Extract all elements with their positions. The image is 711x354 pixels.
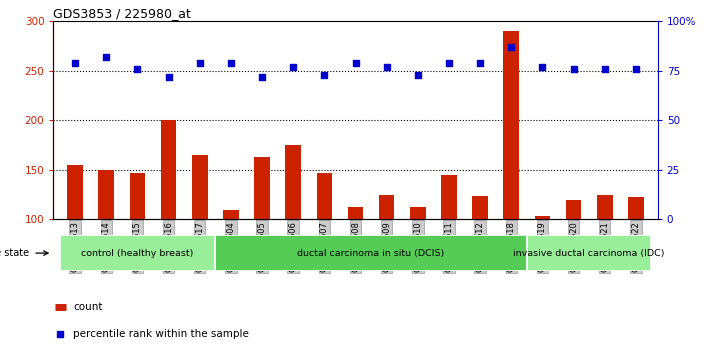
Bar bbox=[129, 173, 145, 219]
Text: invasive ductal carcinoma (IDC): invasive ductal carcinoma (IDC) bbox=[513, 249, 665, 258]
Point bbox=[194, 60, 205, 66]
Point bbox=[70, 60, 81, 66]
Point bbox=[630, 66, 641, 72]
Text: control (healthy breast): control (healthy breast) bbox=[81, 249, 193, 258]
Text: disease state: disease state bbox=[0, 248, 29, 258]
Point bbox=[163, 74, 174, 80]
Bar bbox=[441, 175, 456, 219]
Bar bbox=[535, 216, 550, 219]
Point bbox=[319, 72, 330, 78]
Point bbox=[290, 164, 301, 170]
Bar bbox=[285, 145, 301, 219]
Point bbox=[568, 66, 579, 72]
Point bbox=[100, 54, 112, 60]
Point bbox=[474, 60, 486, 66]
Bar bbox=[215, 235, 527, 271]
Text: count: count bbox=[73, 302, 102, 312]
Text: ductal carcinoma in situ (DCIS): ductal carcinoma in situ (DCIS) bbox=[297, 249, 444, 258]
Point bbox=[537, 64, 548, 70]
Bar bbox=[379, 195, 395, 219]
Point bbox=[257, 74, 268, 80]
Bar bbox=[348, 207, 363, 219]
Bar bbox=[99, 170, 114, 219]
Text: GDS3853 / 225980_at: GDS3853 / 225980_at bbox=[53, 7, 191, 20]
Bar bbox=[316, 173, 332, 219]
Bar bbox=[68, 165, 83, 219]
Point bbox=[506, 44, 517, 50]
Point bbox=[599, 66, 611, 72]
Point bbox=[412, 72, 424, 78]
Point bbox=[381, 64, 392, 70]
Bar bbox=[255, 157, 270, 219]
Point bbox=[225, 60, 237, 66]
Bar bbox=[410, 207, 426, 219]
Point bbox=[350, 60, 361, 66]
Bar bbox=[503, 31, 519, 219]
Bar bbox=[60, 235, 215, 271]
Bar bbox=[566, 200, 582, 219]
Point bbox=[287, 64, 299, 70]
Bar bbox=[161, 120, 176, 219]
Point bbox=[443, 60, 454, 66]
Bar bbox=[472, 196, 488, 219]
Bar bbox=[223, 210, 239, 219]
Bar bbox=[628, 197, 643, 219]
Point bbox=[132, 66, 143, 72]
Bar bbox=[527, 235, 651, 271]
Bar bbox=[192, 155, 208, 219]
Text: percentile rank within the sample: percentile rank within the sample bbox=[73, 329, 249, 339]
Bar bbox=[597, 195, 612, 219]
